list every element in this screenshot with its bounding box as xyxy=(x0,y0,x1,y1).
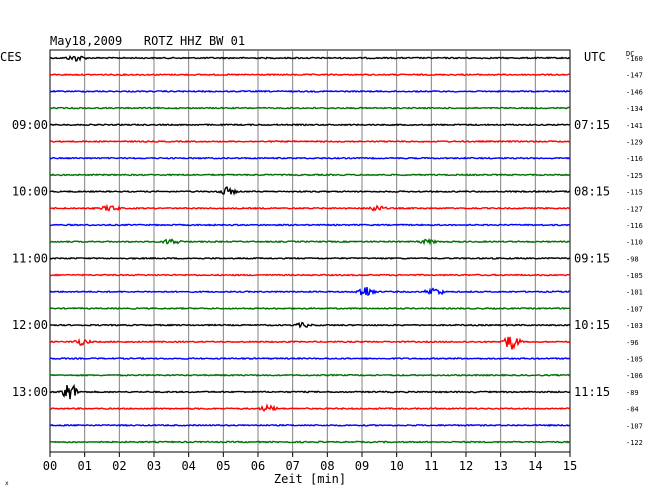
trace-14 xyxy=(49,287,571,297)
right-axis-label: UTC xyxy=(584,50,606,64)
dc-offset-label-20: -89 xyxy=(626,389,639,397)
dc-offset-label-22: -107 xyxy=(626,422,643,430)
trace-0 xyxy=(49,54,571,63)
dc-offset-label-8: -115 xyxy=(626,189,643,197)
trace-13 xyxy=(49,273,571,277)
x-axis-label: Zeit [min] xyxy=(274,472,346,486)
dc-offset-label-13: -105 xyxy=(626,272,643,280)
dc-offset-label-7: -125 xyxy=(626,172,643,180)
dc-corner-label: DC xyxy=(626,50,634,58)
x-tick-label-12: 12 xyxy=(459,459,473,473)
x-tick-label-05: 05 xyxy=(216,459,230,473)
left-time-label: 13:00 xyxy=(12,385,48,399)
left-time-label: 10:00 xyxy=(12,185,48,199)
x-tick-label-07: 07 xyxy=(285,459,299,473)
trace-4 xyxy=(49,123,571,127)
trace-23 xyxy=(49,440,571,444)
trace-8 xyxy=(49,186,571,196)
trace-15 xyxy=(49,306,571,311)
x-tick-label-08: 08 xyxy=(320,459,334,473)
right-time-label: 11:15 xyxy=(574,385,610,399)
dc-offset-label-18: -105 xyxy=(626,356,643,364)
trace-1 xyxy=(49,73,570,77)
trace-7 xyxy=(49,173,571,177)
trace-9 xyxy=(49,203,571,212)
chart-title: May18,2009 ROTZ HHZ BW 01 xyxy=(50,34,245,48)
trace-18 xyxy=(49,356,571,361)
x-tick-label-09: 09 xyxy=(355,459,369,473)
x-tick-label-10: 10 xyxy=(389,459,403,473)
x-tick-label-11: 11 xyxy=(424,459,438,473)
trace-10 xyxy=(50,223,570,227)
x-tick-label-01: 01 xyxy=(77,459,91,473)
dc-offset-label-17: -96 xyxy=(626,339,639,347)
trace-16 xyxy=(50,321,571,329)
right-time-label: 09:15 xyxy=(574,251,610,265)
dc-offset-label-0: -160 xyxy=(626,55,643,63)
left-time-label: 09:00 xyxy=(12,118,48,132)
x-tick-label-03: 03 xyxy=(147,459,161,473)
right-time-label: 08:15 xyxy=(574,185,610,199)
dc-offset-label-9: -127 xyxy=(626,205,643,213)
x-tick-label-04: 04 xyxy=(181,459,195,473)
left-axis-label: CES xyxy=(0,50,22,64)
dc-offset-label-23: -122 xyxy=(626,439,643,447)
dc-offset-label-12: -98 xyxy=(626,255,639,263)
labels: 00 01 02 03 04 05 06 07 08 09 10 11 12 13 14 15 -160 -147… xyxy=(12,55,643,473)
traces xyxy=(49,54,571,444)
dc-offset-label-14: -101 xyxy=(626,289,643,297)
right-time-label: 10:15 xyxy=(574,318,610,332)
trace-20 xyxy=(49,383,571,400)
trace-22 xyxy=(50,423,571,427)
left-time-label: 11:00 xyxy=(12,251,48,265)
dc-offset-label-3: -134 xyxy=(626,105,643,113)
x-tick-label-02: 02 xyxy=(112,459,126,473)
dc-offset-label-19: -106 xyxy=(626,372,643,380)
dc-offset-label-6: -116 xyxy=(626,155,643,163)
right-time-label: 07:15 xyxy=(574,118,610,132)
dc-offset-label-1: -147 xyxy=(626,72,643,80)
trace-2 xyxy=(49,89,571,93)
dc-offset-label-2: -146 xyxy=(626,88,643,96)
trace-21 xyxy=(49,403,571,413)
trace-3 xyxy=(49,106,571,110)
trace-6 xyxy=(49,156,571,160)
trace-19 xyxy=(50,373,571,377)
corner-mark: x xyxy=(5,480,9,487)
dc-offset-label-21: -84 xyxy=(626,406,639,414)
grid xyxy=(49,49,571,457)
left-time-label: 12:00 xyxy=(12,318,48,332)
x-tick-label-14: 14 xyxy=(528,459,542,473)
x-tick-label-15: 15 xyxy=(563,459,577,473)
x-tick-label-13: 13 xyxy=(493,459,507,473)
plot-frame xyxy=(49,49,571,453)
dc-offset-label-10: -116 xyxy=(626,222,643,230)
x-tick-label-06: 06 xyxy=(251,459,265,473)
dc-offset-label-11: -110 xyxy=(626,239,643,247)
dc-offset-label-15: -107 xyxy=(626,305,643,313)
trace-12 xyxy=(49,256,571,260)
trace-5 xyxy=(49,139,570,144)
dc-offset-label-4: -141 xyxy=(626,122,643,130)
x-tick-label-00: 00 xyxy=(43,459,57,473)
dc-offset-label-5: -129 xyxy=(626,138,643,146)
trace-11 xyxy=(49,237,571,246)
dc-offset-label-16: -103 xyxy=(626,322,643,330)
trace-17 xyxy=(49,336,571,350)
